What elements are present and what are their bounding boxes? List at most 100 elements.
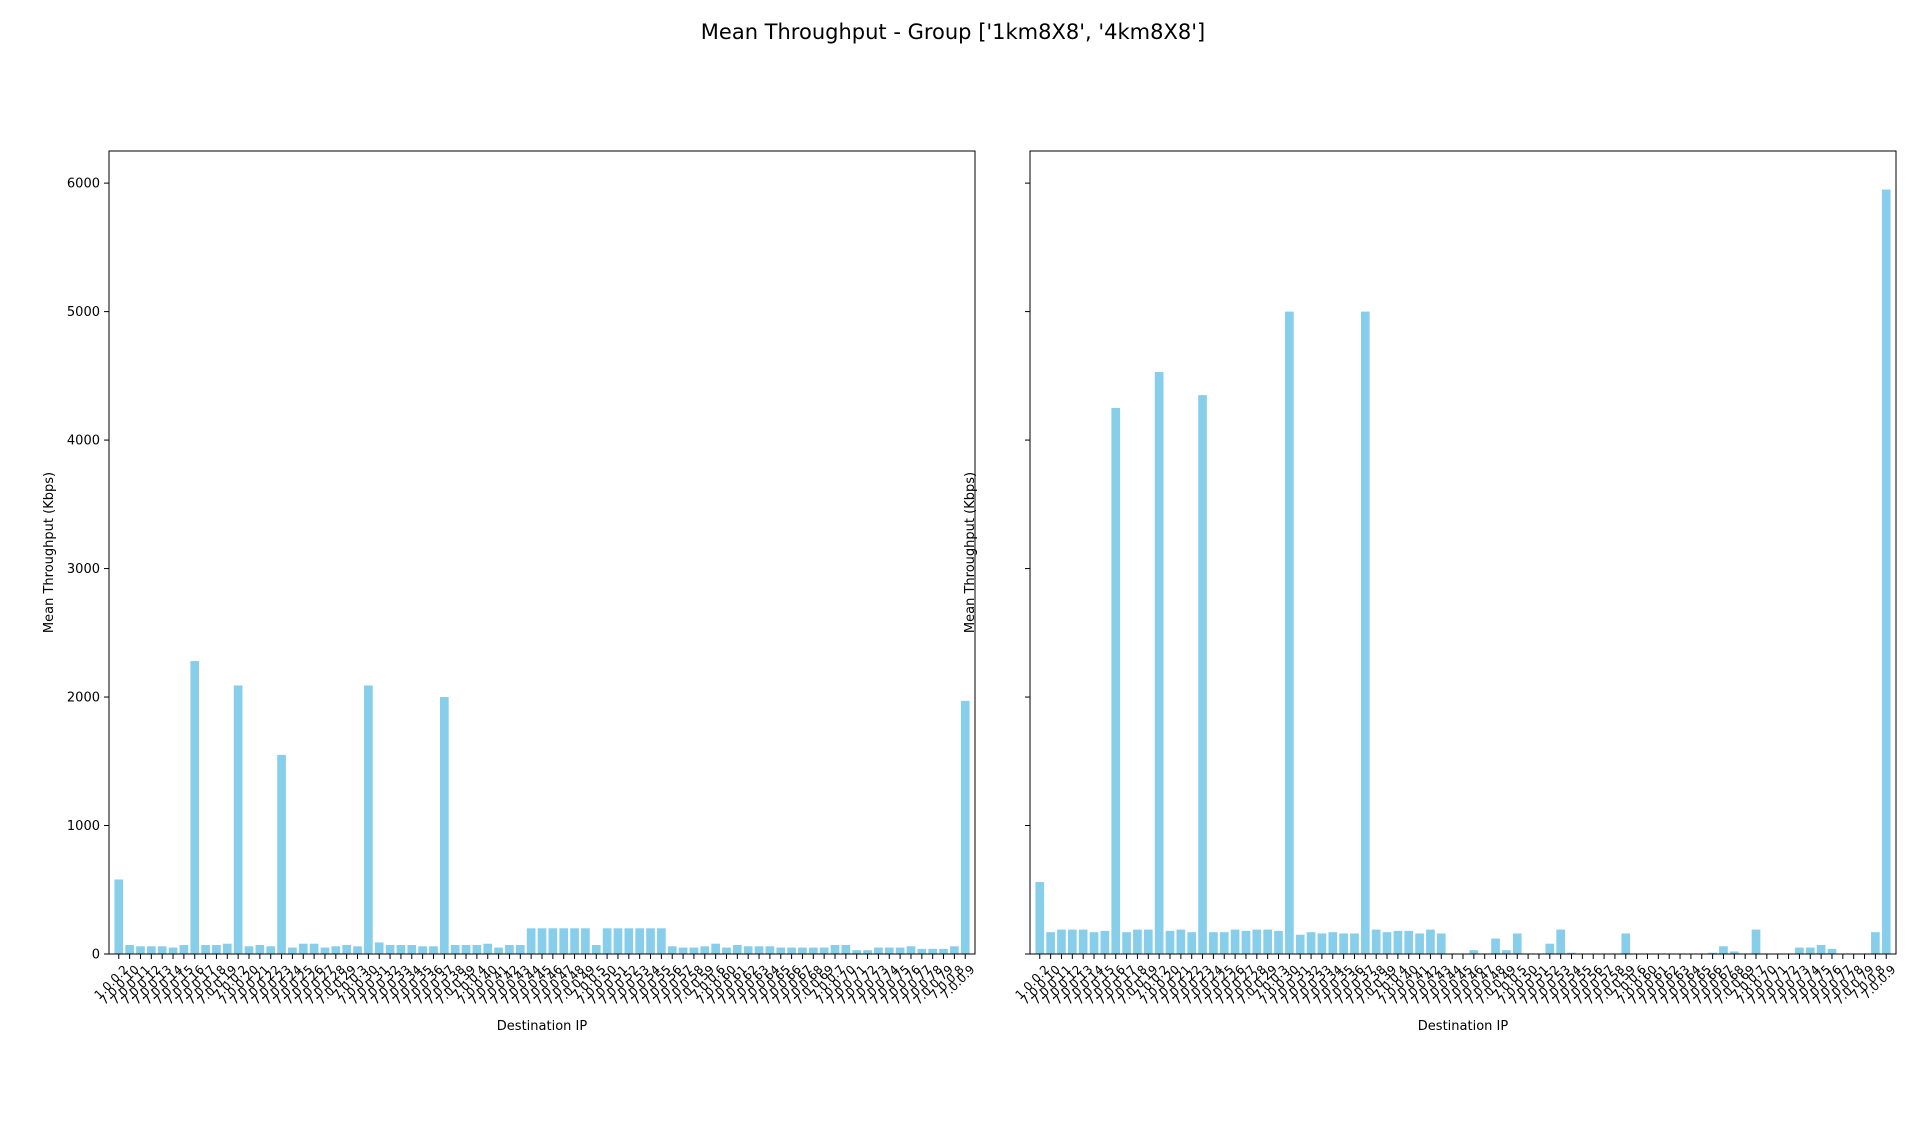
bar-left-7	[190, 661, 200, 954]
bar-right-31	[1371, 929, 1381, 954]
bar-left-66	[830, 945, 840, 954]
bar-left-47	[624, 928, 634, 954]
bar-right-8	[1122, 932, 1131, 954]
bar-left-53	[689, 947, 699, 954]
bar-right-3	[1067, 929, 1077, 954]
bar-right-24	[1295, 934, 1305, 954]
bar-left-8	[201, 945, 210, 954]
bar-right-40	[1469, 950, 1479, 954]
bar-left-35	[494, 947, 503, 954]
bar-right-33	[1393, 930, 1403, 954]
bar-right-25	[1306, 932, 1316, 954]
bar-right-26	[1317, 933, 1327, 954]
bar-left-46	[613, 928, 623, 954]
bar-left-43	[581, 928, 590, 954]
bar-left-10	[222, 943, 232, 954]
y-tick-label: 5000	[67, 305, 100, 320]
bar-right-0	[1035, 882, 1045, 954]
y-tick-label: 0	[92, 948, 100, 963]
bar-left-59	[754, 946, 764, 954]
axes-frame	[108, 150, 976, 955]
bar-right-15	[1198, 395, 1207, 954]
bar-right-42	[1491, 938, 1500, 954]
x-axis-label: Destination IP	[497, 1019, 588, 1034]
bar-left-58	[743, 946, 753, 954]
bar-right-37	[1436, 933, 1446, 954]
bar-left-1	[125, 945, 134, 954]
bar-right-14	[1187, 932, 1197, 954]
bar-left-63	[798, 947, 807, 954]
bar-left-42	[570, 928, 579, 954]
bar-right-6	[1100, 930, 1110, 954]
y-tick-label: 2000	[67, 691, 100, 706]
bar-right-71	[1805, 947, 1815, 954]
bar-left-14	[266, 946, 276, 954]
bar-right-22	[1274, 930, 1283, 954]
bar-right-44	[1512, 933, 1522, 954]
bar-left-12	[244, 946, 254, 954]
bar-left-31	[450, 945, 460, 954]
bar-right-17	[1219, 932, 1229, 954]
bar-left-72	[895, 947, 905, 954]
bar-right-36	[1426, 929, 1435, 954]
bar-right-5	[1089, 932, 1099, 954]
bar-left-15	[277, 754, 286, 954]
bar-left-67	[841, 945, 851, 954]
bar-right-62	[1708, 952, 1717, 954]
bar-left-24	[374, 942, 384, 954]
bar-left-44	[591, 945, 601, 954]
axes-frame	[1029, 150, 1897, 955]
bar-left-30	[439, 697, 449, 954]
bar-left-60	[765, 946, 775, 954]
bar-right-73	[1827, 948, 1837, 954]
bar-left-50	[657, 928, 666, 954]
bar-right-10	[1143, 929, 1153, 954]
y-axis-label: Mean Throughput (Kbps)	[42, 472, 57, 633]
bar-left-37	[515, 945, 525, 954]
bar-right-78	[1881, 189, 1891, 955]
bar-left-68	[852, 950, 862, 954]
bar-left-78	[960, 700, 970, 954]
bar-left-5	[168, 947, 178, 954]
bar-right-16	[1209, 932, 1218, 954]
bar-left-34	[483, 943, 493, 954]
bar-left-16	[288, 947, 297, 954]
bar-left-57	[733, 945, 742, 954]
x-axis-label: Destination IP	[1418, 1019, 1509, 1034]
bar-left-65	[819, 947, 829, 954]
bar-left-51	[667, 946, 677, 954]
bar-left-56	[722, 947, 731, 954]
y-tick-label: 3000	[67, 562, 100, 577]
bar-right-1	[1046, 932, 1055, 954]
bar-right-47	[1545, 943, 1555, 954]
bar-right-66	[1751, 929, 1761, 954]
bar-right-35	[1415, 933, 1424, 954]
bar-left-33	[472, 945, 482, 954]
bar-right-64	[1729, 951, 1739, 954]
bar-right-43	[1502, 950, 1511, 954]
bar-left-39	[537, 928, 547, 954]
bar-left-48	[635, 928, 645, 954]
y-tick-label: 1000	[67, 819, 100, 834]
bar-left-13	[255, 945, 265, 954]
bar-right-32	[1382, 932, 1392, 954]
y-axis-label: Mean Throughput (Kbps)	[963, 472, 978, 633]
bar-left-70	[874, 947, 883, 954]
bar-left-64	[808, 947, 818, 954]
bar-left-49	[646, 928, 655, 954]
bar-left-21	[342, 945, 351, 954]
figure-title: Mean Throughput - Group ['1km8X8', '4km8…	[701, 20, 1205, 44]
bar-left-17	[298, 943, 308, 954]
bar-right-19	[1241, 930, 1251, 954]
bar-right-12	[1165, 930, 1175, 954]
bar-left-4	[157, 946, 167, 954]
bar-right-21	[1263, 929, 1272, 954]
bar-left-22	[353, 946, 362, 954]
bar-right-70	[1795, 947, 1804, 954]
bar-right-4	[1078, 929, 1088, 954]
chart-panel-left: 01000200030004000500060001.0.0.27.0.0.10…	[42, 150, 978, 1034]
bar-left-40	[548, 928, 558, 954]
y-tick-label: 6000	[67, 177, 100, 192]
bar-left-28	[418, 946, 427, 954]
bar-right-23	[1285, 311, 1294, 955]
